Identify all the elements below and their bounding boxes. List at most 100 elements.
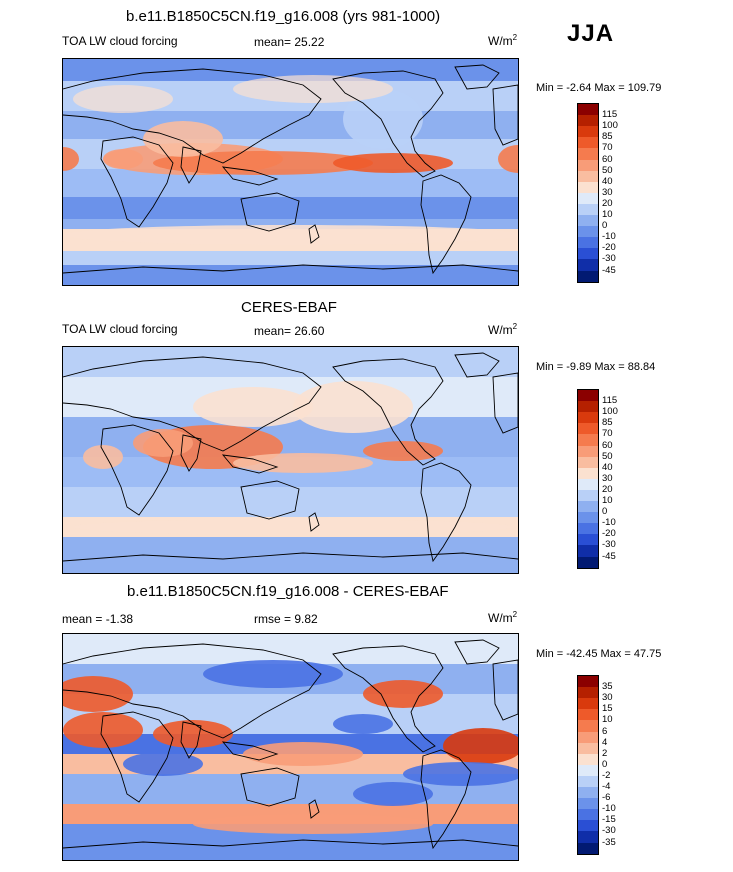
coastline [308,799,320,819]
field-blob [443,728,518,764]
coastline [63,264,518,274]
colorbar-swatch [578,512,598,524]
colorbar-tick-label: -4 [602,781,611,792]
colorbar-swatch [578,731,598,744]
coastline [420,174,472,275]
colorbar-tick-label: -6 [602,792,611,804]
colorbar-swatch [578,523,598,535]
panel2-units: W/m2 [488,322,518,337]
panel1-minmax: Min = -2.64 Max = 109.79 [536,82,662,94]
colorbar-swatch [578,423,598,435]
colorbar-swatch [578,445,598,458]
panel2-left-label: TOA LW cloud forcing [62,322,178,336]
colorbar-swatch [578,687,598,699]
coastline [63,552,518,562]
colorbar-tick-label: 6 [602,725,608,737]
colorbar-tick-label: 60 [602,439,613,451]
colorbar-tick-label: 15 [602,703,613,715]
colorbar-tick-label: -30 [602,253,616,265]
coastline [332,358,444,466]
colorbar-swatch [578,203,598,216]
field-band [63,197,518,219]
field-blob [333,153,453,173]
colorbar-tick-label: 30 [602,186,613,198]
colorbar-swatch [578,831,598,843]
panel3-title: b.e11.B1850C5CN.f19_g16.008 - CERES-EBAF [127,583,449,600]
colorbar-tick-label: 100 [602,120,618,132]
colorbar-tick-label: 10 [602,714,613,726]
panel2-title: CERES-EBAF [241,299,337,316]
colorbar-tick-label: -20 [602,242,616,254]
colorbar-swatch [578,545,598,557]
field-blob [233,75,393,103]
field-band [63,265,518,285]
field-blob [193,387,313,427]
coastline [420,749,472,850]
field-blob [143,121,223,157]
field-band [63,59,518,81]
colorbar-swatch [578,798,598,810]
field-blob [63,147,79,171]
field-blob [233,453,373,473]
season-label: JJA [567,20,615,47]
panel2-minmax: Min = -9.89 Max = 88.84 [536,361,656,373]
panel2-map [62,346,519,574]
colorbar-tick-label: -30 [602,825,616,837]
coastline [454,639,500,665]
colorbar-frame [577,675,599,855]
colorbar-tick-label: -35 [602,836,616,848]
coastline [454,64,500,90]
colorbar-swatch [578,270,598,283]
panel3-map [62,633,519,861]
colorbar-swatch [578,137,598,149]
colorbar-swatch [578,104,598,116]
colorbar-tick-label: 10 [602,209,613,220]
colorbar-swatch [578,787,598,799]
field-blob [63,225,518,245]
coastline [492,372,518,434]
colorbar-swatch [578,226,598,238]
colorbar-tick-label: 50 [602,450,613,462]
colorbar-swatch [578,126,598,138]
colorbar-swatch [578,556,598,569]
colorbar-swatch [578,170,598,183]
field-blob [363,680,443,708]
coastline [63,839,518,849]
coastline [100,424,174,516]
coastline [332,645,444,753]
field-blob [103,149,143,169]
panel1-title: b.e11.B1850C5CN.f19_g16.008 (yrs 981-100… [126,8,441,25]
colorbar-swatch [578,192,598,205]
coastline [221,166,279,186]
colorbar-swatch [578,478,598,491]
colorbar-tick-label: 20 [602,483,613,495]
colorbar-swatch [578,720,598,732]
panel2-map-svg [63,347,518,573]
colorbar-tick-label: -45 [602,550,616,562]
colorbar-swatch [578,820,598,832]
coastline [221,741,279,761]
panel3-minmax: Min = -42.45 Max = 47.75 [536,648,662,660]
colorbar-tick-label: -20 [602,528,616,540]
colorbar-tick-label: 35 [602,681,613,693]
panel3-map-svg [63,634,518,860]
colorbar-swatch [578,709,598,721]
colorbar-tick-label: -10 [602,517,616,529]
field-blob [343,89,423,149]
field-band [63,347,518,377]
panel1-units: W/m2 [488,33,518,48]
colorbar-tick-label: -10 [602,803,616,815]
colorbar-tick-label: -45 [602,264,616,276]
panel2-mean-label: mean= 26.60 [254,324,325,338]
coastline [221,454,279,474]
colorbar-tick-label: 70 [602,428,613,440]
colorbar-tick-label: 100 [602,406,618,418]
colorbar-tick-label: 0 [602,220,608,232]
colorbar-tick-label: 70 [602,142,613,154]
colorbar-swatch [578,434,598,446]
coastline [100,136,174,228]
coastline [420,462,472,563]
colorbar-swatch [578,456,598,469]
panel1-left-label: TOA LW cloud forcing [62,34,178,48]
panel1-mean-label: mean= 25.22 [254,35,325,49]
